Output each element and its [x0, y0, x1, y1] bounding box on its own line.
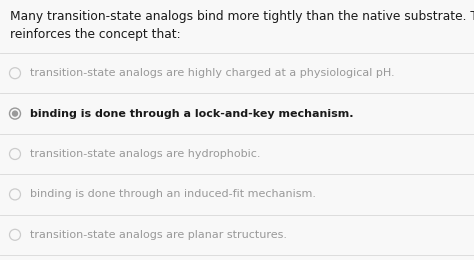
- Text: binding is done through a lock-and-key mechanism.: binding is done through a lock-and-key m…: [30, 109, 354, 119]
- Text: binding is done through an induced-fit mechanism.: binding is done through an induced-fit m…: [30, 189, 316, 199]
- Text: transition-state analogs are planar structures.: transition-state analogs are planar stru…: [30, 230, 287, 240]
- Circle shape: [12, 110, 18, 117]
- Text: reinforces the concept that:: reinforces the concept that:: [10, 28, 181, 41]
- Text: Many transition-state analogs bind more tightly than the native substrate. This : Many transition-state analogs bind more …: [10, 10, 474, 23]
- Text: transition-state analogs are highly charged at a physiological pH.: transition-state analogs are highly char…: [30, 68, 395, 78]
- Text: transition-state analogs are hydrophobic.: transition-state analogs are hydrophobic…: [30, 149, 261, 159]
